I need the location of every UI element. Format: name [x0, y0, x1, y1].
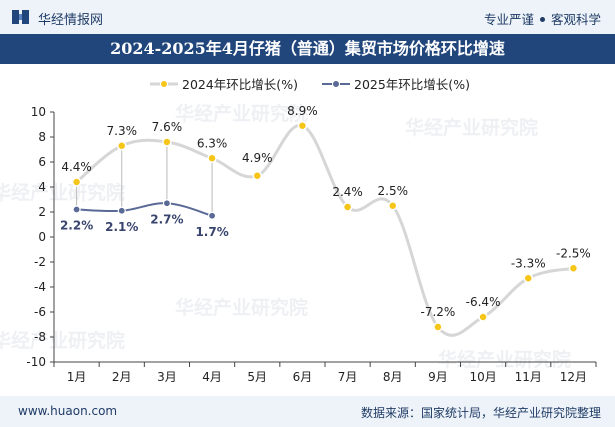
series-2024-point-11	[568, 263, 579, 273]
y-tick-label-3: 4	[38, 180, 46, 194]
series-2024-label-2: 7.6%	[152, 120, 183, 134]
y-tick-label-7: -4	[34, 280, 46, 294]
legend-marker-0	[160, 80, 168, 88]
series-2024-point-0	[71, 177, 82, 187]
series-2024-point-3	[207, 153, 217, 163]
series-2024-label-11: -2.5%	[556, 246, 591, 260]
series-2024-label-9: -6.4%	[466, 295, 501, 309]
y-tick-label-8: -6	[34, 305, 46, 319]
series-2024-point-7	[388, 201, 398, 211]
x-tick-label-7: 8月	[383, 370, 403, 384]
chart-title: 2024-2025年4月仔猪（普通）集贸市场价格环比增速	[110, 39, 505, 58]
series-2024-label-4: 4.9%	[242, 151, 273, 165]
y-tick-label-2: 6	[38, 155, 46, 169]
brand-name: 华经情报网	[38, 13, 104, 28]
logo-icon	[12, 10, 29, 24]
website-link[interactable]: www.huaon.com	[18, 404, 118, 418]
y-tick-label-10: -10	[26, 355, 46, 369]
slogan-left: 专业严谨	[483, 12, 534, 27]
legend-label-1: 2025年环比增长(%)	[354, 77, 470, 92]
data-source: 数据来源：国家统计局，华经产业研究院整理	[360, 406, 601, 420]
series-2024-label-8: -7.2%	[421, 305, 456, 319]
watermark-1: 华经产业研究院	[175, 102, 308, 125]
series-2024-label-0: 4.4%	[61, 160, 92, 174]
series-2024-label-5: 8.9%	[287, 104, 318, 118]
top-bar: 华经情报网 专业严谨 客观科学	[0, 0, 615, 34]
x-tick-label-10: 11月	[515, 370, 542, 384]
series-2025-line	[75, 202, 214, 217]
watermark-2: 华经产业研究院	[405, 116, 538, 139]
footer-bar: www.huaon.com 数据来源：国家统计局，华经产业研究院整理	[0, 396, 615, 427]
series-2024-label-3: 6.3%	[197, 136, 228, 150]
series-2024-label-7: 2.5%	[378, 184, 409, 198]
series-2024-point-8	[433, 322, 443, 332]
series-2024-label-1: 7.3%	[107, 124, 138, 138]
x-tick-label-6: 7月	[338, 370, 358, 384]
watermark-0: 华经产业研究院	[175, 296, 308, 319]
x-tick-label-4: 5月	[247, 370, 267, 384]
x-tick-label-9: 10月	[469, 370, 496, 384]
y-tick-label-5: 0	[38, 230, 46, 244]
x-tick-label-11: 12月	[560, 370, 587, 384]
series-2025-point-3	[207, 211, 217, 220]
y-tick-label-6: -2	[34, 255, 46, 269]
x-tick-label-5: 6月	[293, 370, 313, 384]
y-tick-label-1: 8	[38, 130, 46, 144]
x-tick-label-3: 4月	[202, 370, 222, 384]
series-2025-label-1: 2.1%	[105, 220, 138, 234]
series-2024-point-5	[297, 121, 308, 131]
y-tick-label-0: 10	[31, 105, 46, 119]
series-2025-label-0: 2.2%	[60, 219, 93, 233]
legend-label-0: 2024年环比增长(%)	[182, 77, 298, 92]
y-tick-label-9: -8	[34, 330, 46, 344]
watermark-4: 华经产业研究院	[0, 181, 125, 204]
series-2024-point-1	[117, 141, 127, 151]
title-bar: 2024-2025年4月仔猪（普通）集贸市场价格环比增速	[0, 34, 615, 64]
series-2024-point-4	[252, 171, 262, 181]
slogan-dot-icon	[539, 17, 545, 22]
series-2025-point-1	[117, 206, 126, 215]
series-2024-label-10: -3.3%	[511, 256, 546, 270]
series-2024-point-9	[478, 312, 488, 322]
x-tick-label-0: 1月	[67, 370, 87, 384]
x-tick-label-2: 3月	[157, 370, 177, 384]
watermark-3: 华经产业研究院	[438, 348, 571, 371]
series-2025-point-2	[162, 199, 172, 208]
legend-marker-1	[332, 80, 340, 88]
y-tick-label-4: 2	[38, 205, 46, 219]
series-2024-label-6: 2.4%	[332, 185, 363, 199]
slogan-right: 客观科学	[550, 12, 601, 27]
series-2024-point-10	[523, 273, 533, 283]
series-2024-point-6	[342, 202, 353, 212]
series-2025-point-0	[72, 205, 81, 214]
slogan: 专业严谨 客观科学	[484, 9, 601, 28]
watermark-5: 华经产业研究院	[0, 329, 125, 352]
line-chart: 华经产业研究院华经产业研究院华经产业研究院华经产业研究院华经产业研究院华经产业研…	[0, 77, 597, 384]
series-2024-point-2	[162, 137, 172, 147]
x-tick-label-8: 9月	[428, 370, 448, 384]
series-2025-label-2: 2.7%	[150, 212, 183, 226]
x-tick-label-1: 2月	[112, 370, 132, 384]
series-2025-label-3: 1.7%	[195, 225, 228, 239]
